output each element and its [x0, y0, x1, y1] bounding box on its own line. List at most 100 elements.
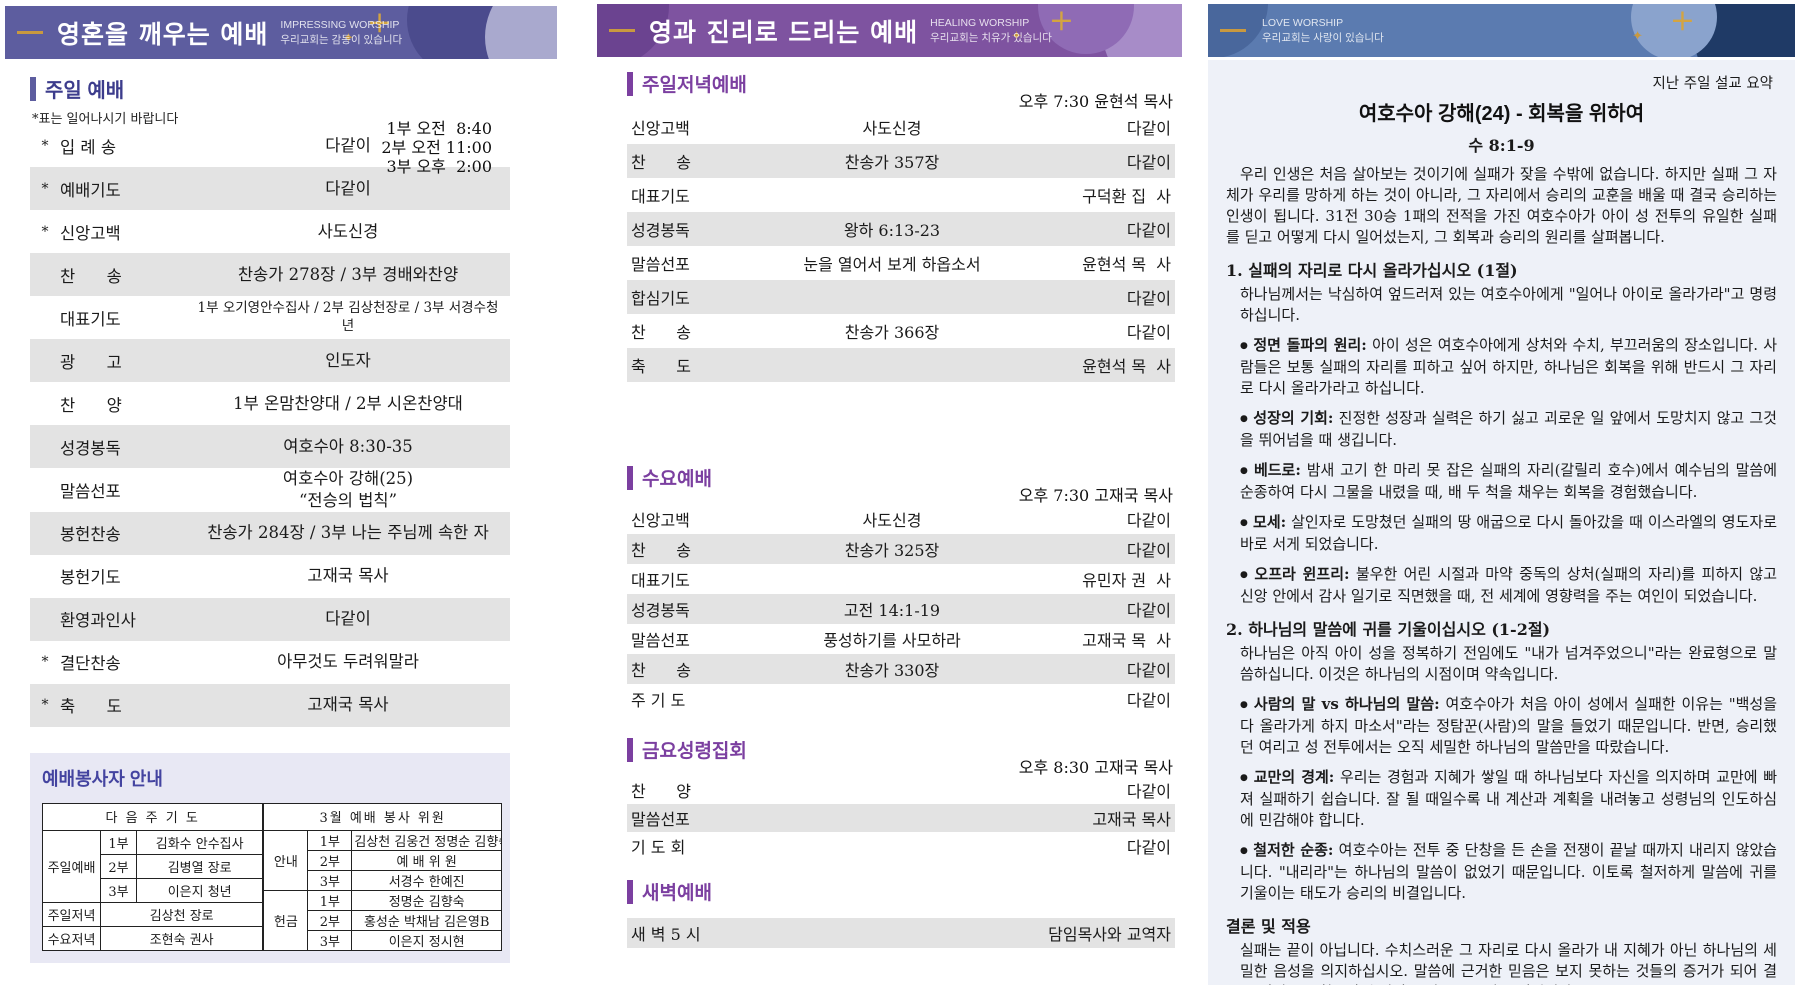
- volunteer-cell: 김상천 장로: [99, 901, 264, 927]
- sermon-conclusion-heading: 결론 및 적용: [1226, 917, 1311, 936]
- volunteer-cell: 안내: [263, 829, 309, 891]
- sermon-tag: 지난 주일 설교 요약: [1652, 76, 1773, 92]
- worship-order-row: 대표기도 유민자 권 사: [627, 564, 1175, 594]
- sparkle-icon: +: [1048, 3, 1074, 38]
- sermon-heading-1: 1. 실패의 자리로 다시 올라가십시오 (1절): [1226, 261, 1518, 280]
- worship-item-value: 눈을 열어서 보게 하옵소서: [803, 255, 981, 274]
- worship-item-label: 새 벽 5 시: [631, 925, 701, 944]
- worship-item-label: 봉헌찬송: [60, 525, 121, 545]
- worship-item-label: 대표기도: [631, 571, 690, 590]
- bullet-title: 사람의 말 vs 하나님의 말씀:: [1253, 695, 1440, 713]
- worship-item-value: 찬송가 278장 / 3부 경배와찬양: [237, 264, 459, 284]
- sermon-lead-1: 하나님께서는 낙심하여 엎드러져 있는 여호수아에게 "일어나 아이로 올라가라…: [1240, 285, 1777, 324]
- worship-order-row: 축 도 윤현석 목 사: [627, 348, 1175, 382]
- worship-item-person: 다같이: [1126, 153, 1171, 172]
- volunteer-cell: 3부: [307, 869, 353, 891]
- friday-time: 오후 8:30 고재국 목사: [1018, 758, 1173, 777]
- worship-item-label: 신앙고백: [631, 511, 690, 530]
- middle-header-bar: + ✦ 영과 진리로 드리는 예배 HEALING WORSHIP 우리교회는 …: [597, 4, 1182, 57]
- left-header-decoration: [5, 6, 557, 59]
- next-week-prayer-table: 다 음 주 기 도 주일예배 1부 김화수 안수집사 2부 김병열 장로 3부 …: [41, 802, 264, 951]
- worship-item-person: 고재국 목 사: [1082, 631, 1171, 650]
- section-title-dawn: 새벽예배: [627, 878, 712, 905]
- worship-item-label: 축 도: [60, 697, 122, 717]
- section-title-text: 수요예배: [642, 469, 712, 490]
- worship-item-label: 말씀선포: [631, 810, 690, 829]
- friday-meeting-order: 찬 양 다같이 말씀선포 고재국 목사 기 도 회 다같이: [627, 776, 1175, 860]
- worship-item-label: 신앙고백: [631, 119, 690, 138]
- volunteer-cell: 이은지 청년: [135, 877, 264, 903]
- worship-order-row: 성경봉독 여호수아 8:30-35: [30, 425, 510, 468]
- worship-order-row: 봉헌기도 고재국 목사: [30, 555, 510, 598]
- volunteer-cell: 김병열 장로: [135, 853, 264, 879]
- sparkle-icon: +: [367, 5, 393, 40]
- gold-dash: [609, 29, 635, 32]
- dawn-worship-header: 새벽예배: [627, 872, 1175, 918]
- volunteer-cell: 2부: [307, 909, 353, 931]
- sermon-bullet: ● 오프라 윈프리: 불우한 어린 시절과 마약 중독의 상처(실패의 자리)를 …: [1226, 564, 1777, 607]
- worship-order-row: 신앙고백 사도신경 다같이: [627, 110, 1175, 144]
- bullet-icon: ●: [1240, 846, 1249, 856]
- standing-marker: *: [41, 223, 49, 240]
- bullet-title: 철저한 순종:: [1253, 841, 1334, 859]
- worship-order-row: 찬 송 찬송가 366장 다같이: [627, 314, 1175, 348]
- worship-order-row: * 입 례 송 다같이: [30, 124, 510, 167]
- section-title-wednesday: 수요예배: [627, 464, 712, 491]
- worship-order-row: 성경봉독 고전 14:1-19 다같이: [627, 594, 1175, 624]
- bullet-icon: ●: [1240, 570, 1250, 580]
- worship-order-row: 환영과인사 다같이: [30, 597, 510, 641]
- volunteer-cell: 수요저녁: [42, 925, 101, 951]
- service-time-line: 1부 오전 8:40: [386, 119, 492, 138]
- circle-decoration-icon: [485, 6, 557, 59]
- worship-order-row: 성경봉독 왕하 6:13-23 다같이: [627, 212, 1175, 246]
- worship-item-person: 다같이: [1126, 601, 1171, 620]
- sunday-evening-header: 주일저녁예배 오후 7:30 윤현석 목사: [627, 64, 1175, 111]
- bullet-text: 살인자로 도망쳤던 실패의 땅 애굽으로 다시 돌아갔을 때 이스라엘의 영도자…: [1240, 513, 1777, 553]
- worship-item-person: 다같이: [1126, 289, 1171, 308]
- bullet-text: 불우한 어린 시절과 마약 중독의 상처(실패의 자리)를 피하지 않고 신앙 …: [1240, 565, 1778, 605]
- worship-item-person: 다같이: [1126, 691, 1171, 710]
- title-bar-accent: [627, 71, 633, 96]
- section-title-text: 주일저녁예배: [642, 75, 747, 96]
- volunteer-cell: 주일저녁: [42, 901, 101, 927]
- right-worship-subtitle: LOVE WORSHIP 우리교회는 사랑이 있습니다: [1262, 16, 1384, 45]
- middle-worship-title: 영과 진리로 드리는 예배: [649, 17, 919, 47]
- bullet-text: 우리는 경험과 지혜가 쌓일 때 하나님보다 자신을 의지하며 교만에 빠져 실…: [1240, 768, 1777, 829]
- volunteer-cell: 서경수 한예진: [351, 869, 502, 891]
- standing-marker: *: [41, 697, 49, 714]
- worship-item-label: 합심기도: [631, 289, 690, 308]
- worship-item-value: 찬송가 284장 / 3부 나는 주님께 속한 자: [207, 523, 489, 543]
- volunteer-cell: 홍성순 박채남 김은영B: [351, 909, 502, 931]
- sunday-worship-order: * 입 례 송 다같이 * 예배기도 다같이 * 신앙고백 사도신경 찬 송 찬…: [30, 124, 510, 727]
- sunday-worship-header: 주일 예배 1부 오전 8:40 2부 오전 11:00 3부 오후 2:00 *표…: [30, 60, 510, 176]
- sermon-scripture: 수 8:1-9: [1468, 136, 1535, 155]
- worship-item-value: 사도신경: [317, 221, 379, 241]
- worship-item-person: 다같이: [1126, 541, 1171, 560]
- section-title-text: 새벽예배: [642, 883, 712, 904]
- sermon-bullets-1: ● 정면 돌파의 원리: 아이 성은 여호수아에게 상처와 수치, 부끄러움의 장…: [1226, 335, 1777, 607]
- sermon-bullet: ● 모세: 살인자로 도망쳤던 실패의 땅 애굽으로 다시 돌아갔을 때 이스라엘…: [1226, 512, 1777, 555]
- bullet-title: 정면 돌파의 원리:: [1253, 336, 1367, 354]
- worship-item-value: 여호수아 강해(25) “전승의 법칙”: [282, 469, 414, 510]
- worship-item-person: 고재국 목사: [1092, 810, 1171, 829]
- middle-worship-subtitle-ko: 우리교회는 치유가 있습니다: [930, 31, 1052, 44]
- circle-decoration-icon: [1631, 4, 1717, 57]
- worship-item-label: 대표기도: [631, 187, 690, 206]
- worship-item-value: 찬송가 330장: [844, 661, 940, 680]
- worship-item-person: 다같이: [1126, 323, 1171, 342]
- service-time-line: 3부 오후 2:00: [386, 157, 492, 176]
- volunteer-cell: 주일예배: [42, 829, 101, 903]
- worship-item-label: 성경봉독: [631, 601, 690, 620]
- sunday-worship-panel: 주일 예배 1부 오전 8:40 2부 오전 11:00 3부 오후 2:00 *표…: [30, 60, 510, 963]
- left-worship-subtitle-ko: 우리교회는 감동이 있습니다: [280, 33, 403, 46]
- service-times: 1부 오전 8:40 2부 오전 11:00 3부 오후 2:00: [381, 62, 492, 176]
- worship-item-value: 고전 14:1-19: [843, 601, 941, 620]
- worship-order-row: 찬 송 찬송가 278장 / 3부 경배와찬양: [30, 253, 510, 296]
- worship-item-person: 윤현석 목 사: [1082, 255, 1171, 274]
- worship-order-row: 주 기 도 다같이: [627, 684, 1175, 714]
- bullet-title: 베드로:: [1253, 461, 1301, 479]
- worship-item-label: 예배기도: [60, 180, 121, 200]
- worship-item-person: 담임목사와 교역자: [1048, 925, 1171, 944]
- service-time-line: 2부 오전 11:00: [381, 138, 492, 157]
- wednesday-worship-order: 신앙고백 사도신경 다같이 찬 송 찬송가 325장 다같이 대표기도 유민자 …: [627, 504, 1175, 714]
